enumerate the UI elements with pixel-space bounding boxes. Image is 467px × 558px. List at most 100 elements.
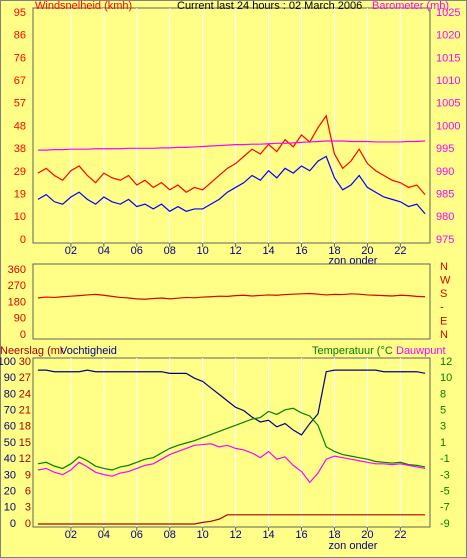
y-tick-label: 48: [14, 120, 26, 132]
y-tick-label: 76: [14, 52, 26, 64]
x-tick-label: 02: [65, 529, 77, 541]
y-tick-label: 29: [14, 166, 26, 178]
annotation: zon onder: [329, 255, 378, 267]
direction-label: N: [440, 329, 448, 341]
y2-tick-label: -5: [440, 486, 450, 498]
x-tick-label: 10: [197, 529, 209, 541]
x-tick-label: 22: [394, 529, 406, 541]
y-tick-label: 95: [14, 7, 26, 19]
y-tick-label: 0: [10, 518, 16, 530]
y-tick-label: 40: [4, 453, 16, 465]
x-tick-label: 08: [164, 245, 176, 257]
y3-tick-label: 24: [19, 388, 31, 400]
x-tick-label: 18: [328, 529, 340, 541]
y2-label: Temperatuur (°C: [312, 345, 393, 357]
y-tick-label: 270: [8, 280, 26, 292]
y-tick-label: 10: [14, 211, 26, 223]
y2-tick-label: 1: [440, 437, 446, 449]
direction-label: E: [440, 315, 447, 327]
title: Current last 24 hours : 02 March 2006: [177, 0, 362, 12]
series-line: [37, 407, 426, 471]
y-label: Vochtigheid: [60, 345, 117, 357]
y3-tick-label: 15: [19, 437, 31, 449]
y-tick-label: 90: [4, 372, 16, 384]
plot-frame: [32, 7, 431, 244]
y2-tick-label: 1005: [436, 98, 460, 110]
y-tick-label: 86: [14, 30, 26, 42]
y2-tick-label: -1: [440, 453, 450, 465]
y2-tick-label: 1025: [436, 7, 460, 19]
y3-tick-label: 30: [19, 356, 31, 368]
direction-label: -: [440, 302, 444, 314]
y-tick-label: 67: [14, 75, 26, 87]
y-tick-label: 60: [4, 421, 16, 433]
series-line: [37, 443, 426, 484]
y3-tick-label: 9: [25, 469, 31, 481]
y-tick-label: 180: [8, 296, 26, 308]
y2-tick-label: 5: [440, 405, 446, 417]
y2-tick-label: -7: [440, 502, 450, 514]
y-label: Windsnelheid (kmh): [35, 0, 132, 12]
y3-label: Neerslag (mr: [0, 345, 64, 357]
series-line: [37, 114, 426, 195]
y2-tick-label: 1000: [436, 120, 460, 132]
y-tick-label: 30: [4, 469, 16, 481]
y2-tick-label: 975: [436, 234, 454, 246]
y-tick-label: 57: [14, 98, 26, 110]
x-tick-label: 16: [295, 529, 307, 541]
y-tick-label: 90: [14, 313, 26, 325]
y-tick-label: 70: [4, 405, 16, 417]
y2-tick-label: 990: [436, 166, 454, 178]
y3-tick-label: 6: [25, 486, 31, 498]
y2-tick-label: 1020: [436, 30, 460, 42]
y-tick-label: 100: [0, 356, 16, 368]
y2-tick-label: 3: [440, 421, 446, 433]
plot-frame: [32, 263, 431, 340]
series-line: [37, 140, 426, 151]
y-tick-label: 80: [4, 388, 16, 400]
y2-tick-label: 995: [436, 143, 454, 155]
series-line: [37, 292, 426, 300]
x-tick-label: 20: [361, 245, 373, 257]
y-tick-label: 0: [20, 329, 26, 341]
y-tick-label: 19: [14, 189, 26, 201]
y2-tick-label: -9: [440, 518, 450, 530]
y-tick-label: 10: [4, 502, 16, 514]
y2-tick-label: -3: [440, 469, 450, 481]
x-tick-label: 02: [65, 245, 77, 257]
y3-tick-label: 0: [25, 518, 31, 530]
x-tick-label: 22: [394, 245, 406, 257]
direction-label: N: [440, 261, 448, 273]
series-line: [37, 369, 426, 436]
y2-tick-label: 8: [440, 388, 446, 400]
x-tick-label: 06: [131, 529, 143, 541]
y3-tick-label: 3: [25, 502, 31, 514]
x-tick-label: 14: [262, 529, 274, 541]
x-tick-label: 04: [98, 245, 110, 257]
direction-label: W: [440, 275, 451, 287]
y-tick-label: 38: [14, 143, 26, 155]
x-tick-label: 04: [98, 529, 110, 541]
annotation: zon onder: [329, 540, 378, 552]
y-tick-label: 0: [20, 234, 26, 246]
y3-tick-label: 27: [19, 372, 31, 384]
y2-tick-label: 1015: [436, 52, 460, 64]
direction-label: S: [440, 288, 447, 300]
x-tick-label: 12: [229, 529, 241, 541]
x-tick-label: 12: [229, 245, 241, 257]
y-tick-label: 360: [8, 264, 26, 276]
y2-tick-label: 12: [440, 356, 452, 368]
y2-tick-label: 985: [436, 189, 454, 201]
series-line: [37, 514, 426, 525]
x-tick-label: 16: [295, 245, 307, 257]
y2-tick-label: 1010: [436, 75, 460, 87]
x-tick-label: 10: [197, 245, 209, 257]
y3-tick-label: 21: [19, 405, 31, 417]
y2-label: Barometer (mb): [372, 0, 449, 12]
y3-tick-label: 18: [19, 421, 31, 433]
x-tick-label: 18: [328, 245, 340, 257]
legend-label: Dauwpunt: [396, 345, 446, 357]
plot-frame: [32, 357, 431, 528]
y3-tick-label: 12: [19, 453, 31, 465]
y-tick-label: 20: [4, 486, 16, 498]
